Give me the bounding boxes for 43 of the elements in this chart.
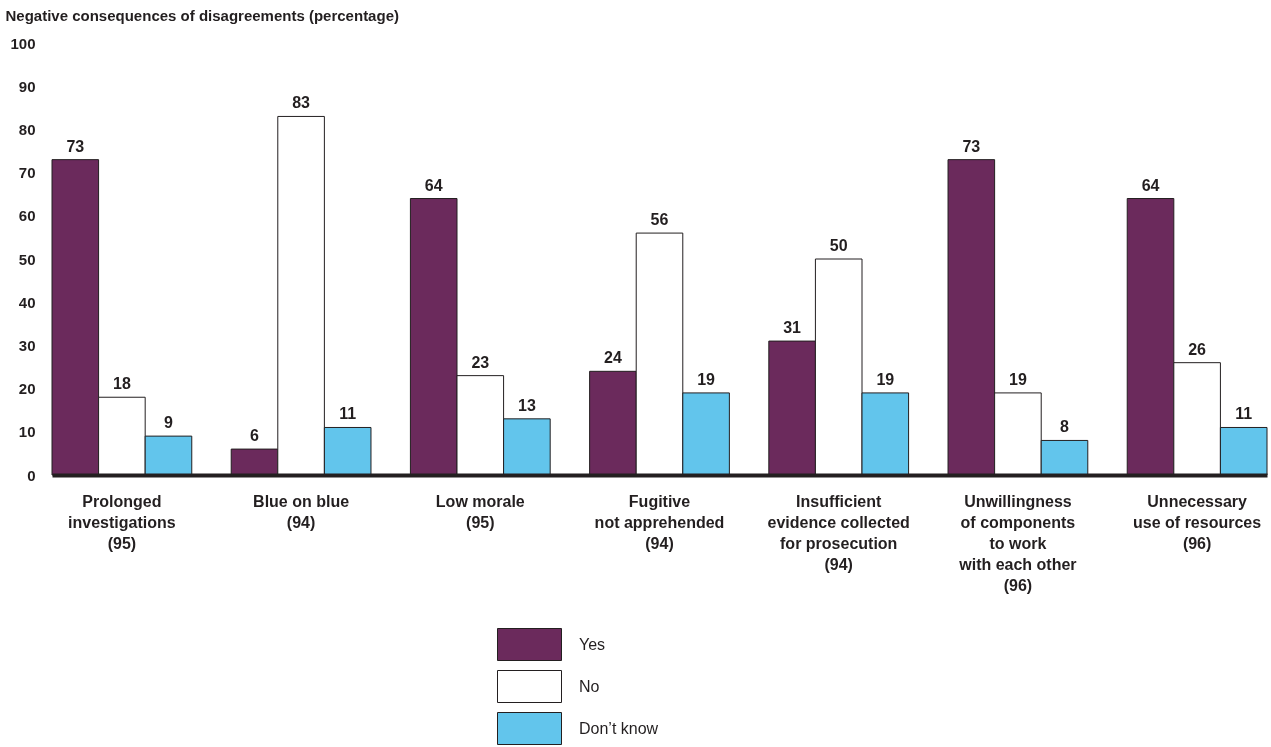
y-tick-label: 10 — [18, 423, 36, 441]
data-label: 19 — [1009, 370, 1027, 388]
y-tick-label: 0 — [27, 466, 36, 484]
data-label: 73 — [66, 137, 85, 155]
x-tick-label: Fugitive not apprehended (94) — [594, 492, 725, 552]
x-tick-label: Prolonged investigations (95) — [68, 492, 176, 552]
data-label: 64 — [424, 176, 443, 194]
x-tick-label: Unnecessary use of resources (96) — [1133, 492, 1262, 552]
x-tick-label: Unwillingness of components to work with each other (96) — [958, 492, 1077, 594]
data-label: 83 — [292, 94, 311, 112]
y-tick-label: 30 — [18, 336, 36, 354]
data-label: 19 — [876, 370, 895, 388]
data-label: 11 — [339, 405, 357, 423]
data-label: 8 — [1060, 418, 1070, 436]
data-label: 19 — [697, 370, 716, 388]
y-tick-label: 60 — [18, 207, 36, 225]
data-label: 18 — [112, 375, 131, 393]
data-label: 6 — [250, 427, 260, 445]
data-label: 13 — [517, 396, 536, 414]
x-tick-label: Blue on blue (94) — [253, 492, 350, 531]
data-label: 50 — [829, 237, 848, 254]
legend-label: No — [579, 677, 600, 695]
data-label: 64 — [1141, 176, 1160, 194]
data-label: 9 — [164, 414, 174, 432]
data-label: 24 — [604, 349, 622, 367]
data-label: 31 — [783, 319, 802, 337]
data-label: 73 — [962, 137, 981, 155]
data-label: 26 — [1188, 340, 1207, 358]
y-tick-label: 20 — [18, 380, 36, 398]
y-tick-label: 50 — [18, 250, 36, 268]
y-tick-label: 40 — [18, 293, 36, 311]
x-tick-label: Insufficient evidence collected for prosecution (94) — [767, 492, 910, 573]
y-tick-label: 90 — [18, 77, 36, 95]
y-tick-label: 70 — [18, 164, 36, 182]
data-label: 11 — [1235, 405, 1253, 423]
legend-label: Yes — [579, 635, 606, 653]
x-tick-label: Low morale (95) — [435, 492, 525, 531]
data-label: 56 — [650, 211, 669, 229]
y-tick-label: 100 — [10, 34, 36, 52]
legend-label: Don’t know — [579, 719, 659, 737]
y-axis-title: Negative consequences of disagreements (percentage) — [5, 6, 399, 24]
y-tick-label: 80 — [18, 120, 36, 138]
data-label: 23 — [471, 353, 490, 371]
